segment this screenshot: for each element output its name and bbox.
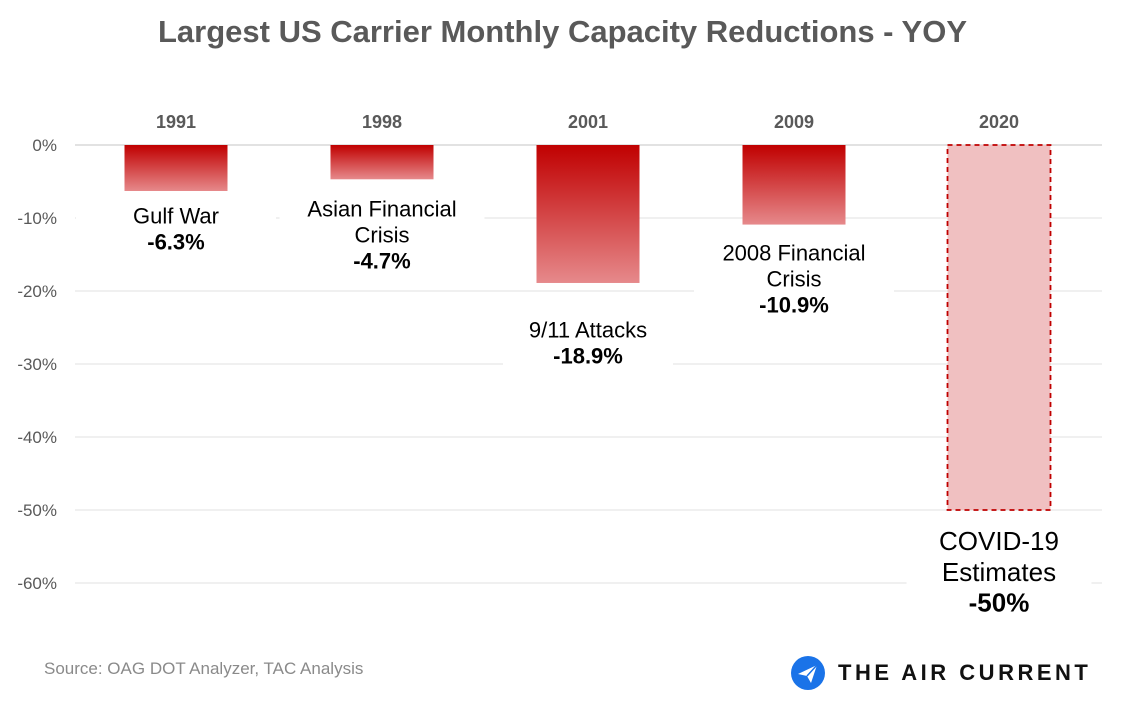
annotation-background xyxy=(906,524,1092,623)
y-tick-label: -30% xyxy=(17,355,57,374)
source-note: Source: OAG DOT Analyzer, TAC Analysis xyxy=(44,659,364,678)
annotation-background xyxy=(76,201,276,259)
annotation-label: Crisis xyxy=(767,267,822,292)
y-tick-label: -60% xyxy=(17,574,57,593)
chart-title: Largest US Carrier Monthly Capacity Redu… xyxy=(157,14,968,49)
annotation-label: Asian Financial xyxy=(307,197,456,222)
bar xyxy=(742,145,846,225)
category-label: 2009 xyxy=(774,112,814,132)
annotation-background xyxy=(694,238,894,322)
data-label: -6.3% xyxy=(147,230,204,255)
category-label: 2001 xyxy=(568,112,608,132)
bar-estimate xyxy=(946,144,1052,511)
y-tick-label: -40% xyxy=(17,428,57,447)
category-label: 1991 xyxy=(156,112,196,132)
y-tick-label: -20% xyxy=(17,282,57,301)
bar xyxy=(330,145,434,180)
data-label: -10.9% xyxy=(759,293,829,318)
y-tick-label: -10% xyxy=(17,209,57,228)
logo: THE AIR CURRENT xyxy=(790,655,1091,691)
annotation-label: COVID-19 xyxy=(939,526,1059,556)
annotation-label: 9/11 Attacks xyxy=(529,318,647,343)
annotation-label: 2008 Financial xyxy=(722,241,865,266)
paper-plane-icon xyxy=(791,656,825,690)
annotation-background xyxy=(279,194,485,278)
annotation-label: Gulf War xyxy=(133,204,219,229)
annotation-background xyxy=(503,315,673,373)
data-label: -18.9% xyxy=(553,344,623,369)
category-label: 1998 xyxy=(362,112,402,132)
annotation-label: Estimates xyxy=(942,557,1056,587)
y-tick-label: 0% xyxy=(32,136,57,155)
data-label: -4.7% xyxy=(353,249,410,274)
bar xyxy=(536,145,640,283)
annotation-label: Crisis xyxy=(355,223,410,248)
data-label: -50% xyxy=(969,587,1030,617)
bar xyxy=(124,145,228,191)
y-tick-label: -50% xyxy=(17,501,57,520)
logo-text: THE AIR CURRENT xyxy=(838,660,1092,685)
category-label: 2020 xyxy=(979,112,1019,132)
